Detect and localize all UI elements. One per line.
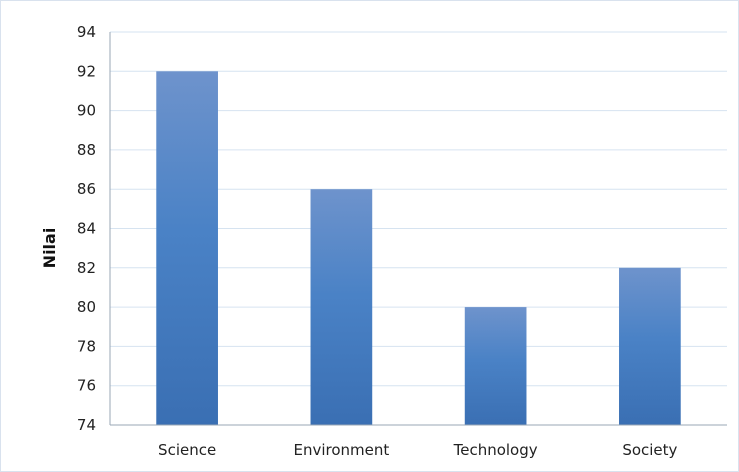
y-tick-label: 80 xyxy=(77,298,96,316)
bar-environment xyxy=(310,189,373,425)
y-tick-labels: 74 76 78 80 82 84 86 88 90 92 94 xyxy=(77,23,96,434)
x-category-label: Science xyxy=(158,441,216,459)
bar-society xyxy=(619,267,681,425)
bar-technology xyxy=(464,307,527,425)
y-tick-label: 78 xyxy=(77,337,96,355)
y-tick-label: 90 xyxy=(77,102,96,120)
y-tick-label: 94 xyxy=(77,23,96,41)
y-tick-label: 92 xyxy=(77,62,96,80)
y-axis-title: Nilai xyxy=(40,228,59,269)
x-category-label: Technology xyxy=(453,441,538,459)
y-tick-label: 76 xyxy=(77,377,96,395)
bar-science xyxy=(156,71,218,426)
y-tick-label: 86 xyxy=(77,180,96,198)
y-tick-label: 82 xyxy=(77,259,96,277)
y-tick-label: 84 xyxy=(77,220,96,238)
x-category-labels: Science Environment Technology Society xyxy=(158,441,677,459)
bars xyxy=(156,71,681,426)
y-tick-label: 88 xyxy=(77,141,96,159)
x-category-label: Environment xyxy=(293,441,389,459)
x-category-label: Society xyxy=(622,441,677,459)
axes xyxy=(109,32,727,426)
y-tick-label: 74 xyxy=(77,416,96,434)
